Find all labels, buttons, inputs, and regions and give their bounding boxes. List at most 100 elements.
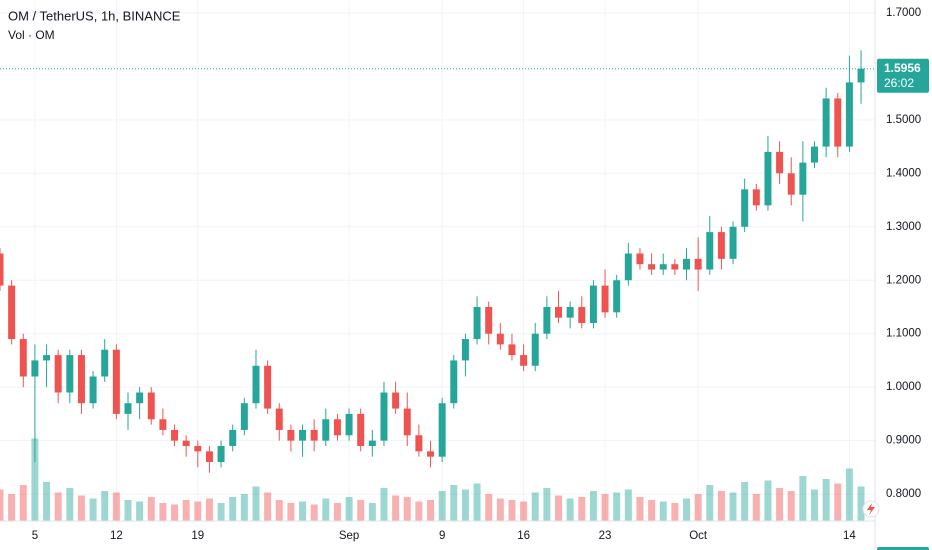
x-tick-label: 23 [599, 530, 612, 542]
candle-body [578, 306, 586, 324]
candle-body [613, 280, 621, 313]
volume-bar [8, 494, 16, 521]
candle-body [473, 306, 481, 340]
x-tick-label: 9 [439, 530, 445, 542]
alert-icon[interactable] [862, 500, 880, 518]
chart-subtitle: Vol · OM [8, 28, 55, 42]
volume-bar [636, 497, 644, 521]
volume-bar [101, 491, 109, 521]
volume-bar [729, 492, 737, 521]
candle-body [764, 151, 772, 206]
candle-body [799, 162, 807, 195]
volume-bar [450, 485, 458, 521]
candle-body [194, 445, 202, 452]
volume-bar [31, 438, 39, 521]
candle-body [589, 285, 597, 324]
candle-body [787, 173, 795, 195]
volume-bar [857, 486, 865, 521]
volume-bar [741, 482, 749, 521]
candle-body [508, 344, 516, 356]
volume-value-label: 1.463M [884, 548, 924, 550]
candle-body [729, 226, 737, 259]
volume-bar [310, 504, 318, 521]
candle-body [54, 355, 62, 393]
volume-bar [508, 500, 516, 521]
candle-body [275, 408, 283, 430]
candle-body [741, 189, 749, 227]
candle-body [77, 355, 85, 404]
candle-body [392, 392, 400, 409]
candle-body [101, 349, 109, 377]
volume-bar [845, 468, 853, 521]
volume-bar [275, 500, 283, 521]
volume-bar [240, 494, 248, 521]
volume-bar [764, 480, 772, 521]
candle-body [717, 232, 725, 259]
volume-bar [624, 489, 632, 521]
volume-bar [89, 498, 97, 521]
volume-bar [322, 498, 330, 521]
volume-bar [531, 492, 539, 521]
volume-bar [601, 494, 609, 521]
volume-bar [648, 500, 656, 521]
volume-bar [77, 495, 85, 521]
volume-bar [0, 489, 4, 521]
candle-body [857, 68, 865, 83]
volume-bar [543, 488, 551, 521]
x-tick-label: 12 [110, 530, 123, 542]
volume-bar [415, 501, 423, 521]
volume-bar [357, 500, 365, 521]
volume-bar [578, 497, 586, 521]
volume-bar [205, 498, 213, 521]
candle-body [287, 429, 295, 441]
candle-body [8, 285, 16, 340]
volume-bar [683, 498, 690, 521]
candle-body [171, 429, 179, 441]
candle-body [543, 306, 551, 334]
volume-bar [566, 498, 574, 521]
candle-body [380, 392, 388, 441]
candle-body [624, 253, 632, 281]
candle-body [659, 264, 667, 270]
candle-body [403, 408, 411, 436]
y-tick-label: 1.3000 [886, 221, 921, 233]
volume-bar [589, 491, 597, 521]
candle-body [694, 258, 702, 270]
candle-body [205, 451, 213, 463]
candle-body [147, 392, 155, 420]
candle-body [368, 440, 376, 446]
candle-body [822, 98, 830, 147]
volume-bar [555, 495, 563, 521]
volume-bar [147, 497, 155, 521]
volume-bar [229, 497, 237, 521]
candle-body [485, 306, 493, 334]
candle-body [310, 429, 318, 441]
volume-bar [787, 491, 795, 521]
volume-bar [473, 483, 481, 521]
candle-body [496, 333, 504, 345]
icon-bolt [867, 503, 875, 515]
candle-body [124, 403, 132, 414]
x-tick-label: 5 [32, 530, 38, 542]
candle-body [438, 403, 446, 457]
axis-layer: 0.8000 0.9000 1.0000 1.1000 1.2000 1.3000 1.40… [0, 7, 929, 550]
candle-body [31, 360, 39, 377]
volume-bar [217, 503, 225, 521]
volume-layer [0, 438, 865, 521]
volume-bar [520, 501, 528, 521]
volume-bar [485, 494, 493, 521]
candle-body [555, 306, 563, 318]
candle-body [752, 189, 760, 206]
candle-body [427, 451, 435, 457]
volume-value-box [877, 547, 929, 550]
x-tick-label: 19 [191, 530, 204, 542]
candle-body [66, 355, 74, 393]
volume-bar [380, 488, 388, 521]
volume-bar [368, 503, 376, 521]
volume-bar [392, 495, 400, 521]
volume-bar [287, 503, 295, 521]
volume-bar [496, 498, 504, 521]
volume-bar [799, 476, 807, 521]
